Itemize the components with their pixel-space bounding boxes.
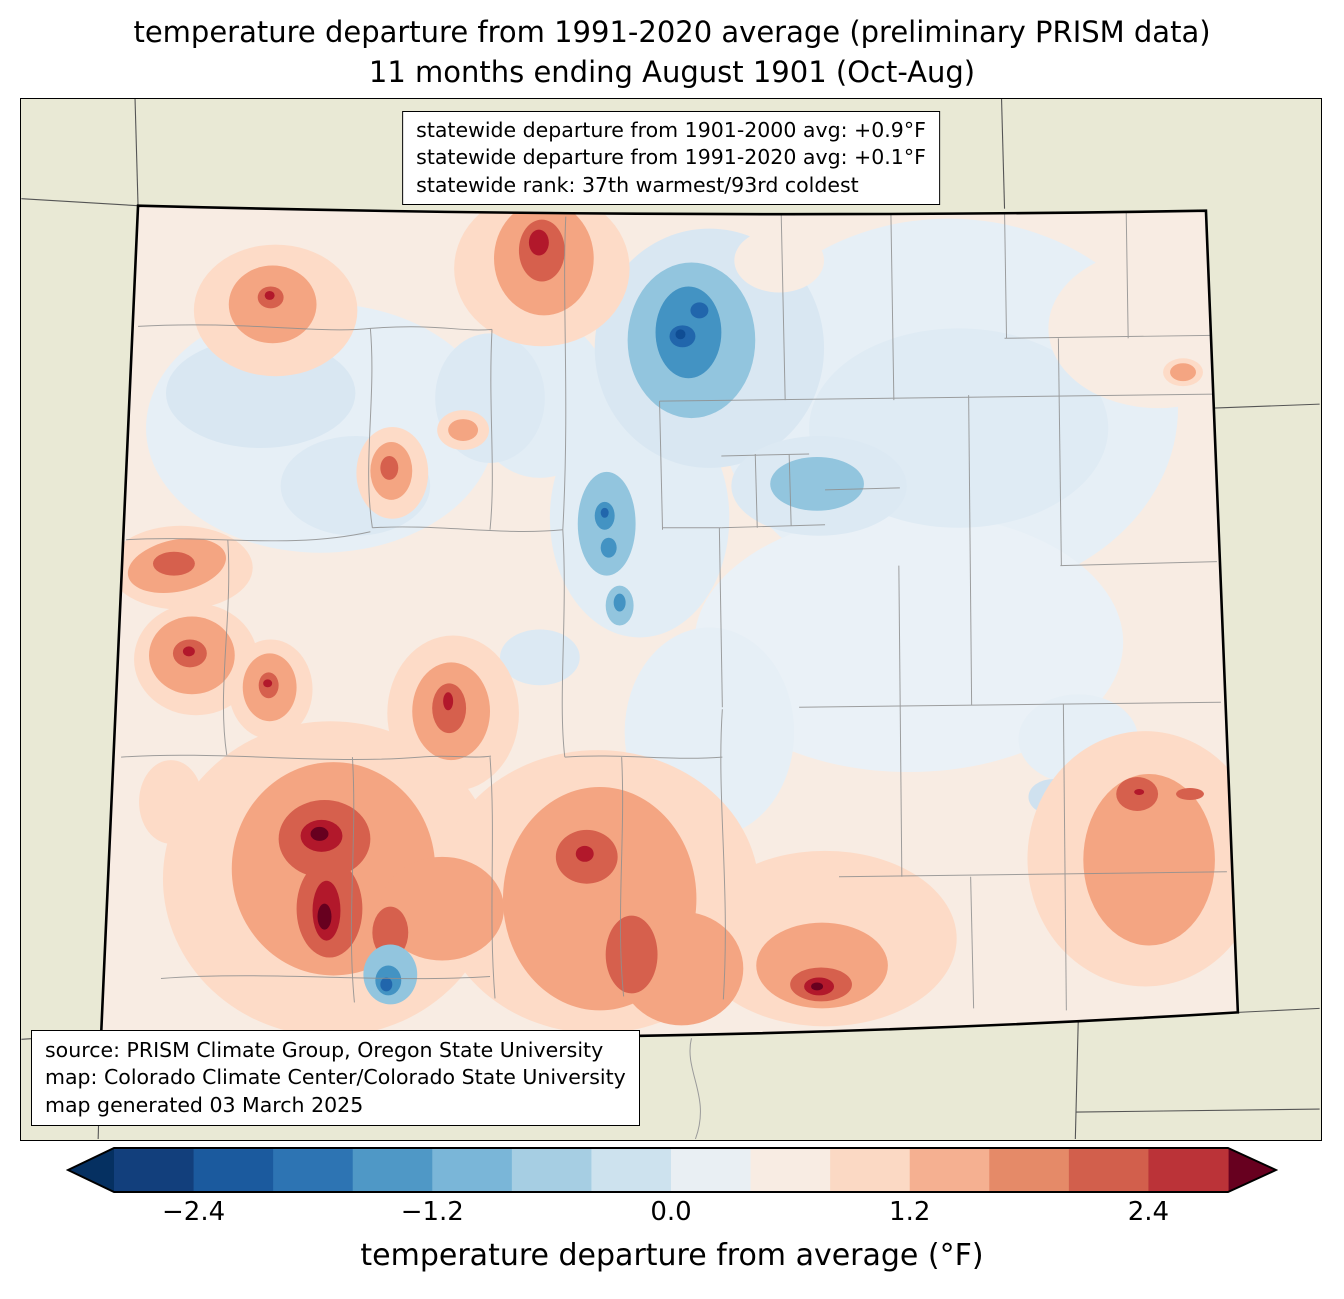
title-line-1: temperature departure from 1991-2020 ave…: [133, 15, 1211, 49]
colorbar-tick-label: 2.4: [1127, 1197, 1170, 1227]
colorbar-segment: [591, 1148, 672, 1192]
colorbar-segment: [352, 1148, 433, 1192]
colorbar-segment: [114, 1148, 195, 1192]
colorbar-segment: [193, 1148, 274, 1192]
county-boundaries: [121, 210, 1227, 1011]
colorbar-segment: [1068, 1148, 1150, 1192]
colorbar-tick-label: −2.4: [161, 1197, 226, 1227]
stats-line-2: statewide departure from 1991-2020 avg: …: [416, 145, 926, 170]
colorbar-segment: [511, 1148, 593, 1192]
colorbar-segment: [671, 1148, 752, 1192]
colorbar-under-arrow: [68, 1148, 114, 1192]
figure-title: temperature departure from 1991-2020 ave…: [0, 12, 1344, 92]
colorbar-segment: [830, 1148, 911, 1192]
source-line-3: map generated 03 March 2025: [45, 1092, 364, 1117]
colorbar-tick-label: 1.2: [889, 1197, 931, 1227]
colorbar-axis-label: temperature departure from average (°F): [360, 1238, 984, 1273]
colorbar-segment: [909, 1148, 990, 1192]
warm-anomaly-maroon: [310, 826, 824, 991]
colorbar-segment: [750, 1148, 831, 1192]
colorbar-segment: [273, 1148, 354, 1192]
colorbar-segment: [432, 1148, 513, 1192]
colorbar-tick-labels: −2.4 −1.2 0.0 1.2 2.4: [66, 1197, 1278, 1231]
colorbar-outline: [65, 1147, 1279, 1193]
statewide-stats-box: statewide departure from 1901-2000 avg: …: [402, 111, 940, 206]
source-attribution-box: source: PRISM Climate Group, Oregon Stat…: [31, 1029, 640, 1126]
colorbar-segment: [989, 1148, 1070, 1192]
source-line-1: source: PRISM Climate Group, Oregon Stat…: [45, 1037, 604, 1062]
colorbar-tick-label: 0.0: [650, 1197, 692, 1227]
state-fill-layers: [101, 205, 1238, 1038]
map-axes-frame: statewide departure from 1901-2000 avg: …: [20, 98, 1322, 1141]
colorbar-segment: [1148, 1148, 1229, 1192]
colorbar-over-arrow: [1228, 1148, 1276, 1192]
colorado-temperature-map: [21, 99, 1320, 1139]
source-line-2: map: Colorado Climate Center/Colorado St…: [45, 1065, 626, 1090]
colorbar: [65, 1147, 1279, 1193]
colorbar-tick-label: −1.2: [400, 1197, 464, 1227]
stats-line-1: statewide departure from 1901-2000 avg: …: [416, 118, 926, 142]
title-line-2: 11 months ending August 1901 (Oct-Aug): [368, 55, 976, 90]
river-line: [689, 1038, 701, 1139]
colorbar-svg: [65, 1147, 1279, 1193]
stats-line-3: statewide rank: 37th warmest/93rd coldes…: [416, 172, 859, 197]
cool-anomaly-dark-blue: [380, 302, 709, 992]
